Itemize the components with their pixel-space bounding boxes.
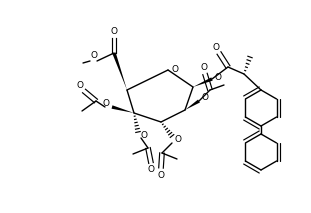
Text: O: O [174,134,182,144]
Text: O: O [110,26,118,36]
Text: O: O [212,43,220,52]
Text: O: O [77,82,83,91]
Polygon shape [112,105,134,113]
Text: O: O [147,166,155,174]
Polygon shape [193,77,213,87]
Text: O: O [215,73,221,82]
Text: O: O [201,63,207,72]
Polygon shape [185,99,200,110]
Text: O: O [202,94,208,102]
Text: O: O [141,131,147,140]
Text: O: O [171,66,179,75]
Text: O: O [103,99,109,108]
Text: O: O [91,50,98,59]
Polygon shape [112,52,127,90]
Text: O: O [157,170,165,180]
